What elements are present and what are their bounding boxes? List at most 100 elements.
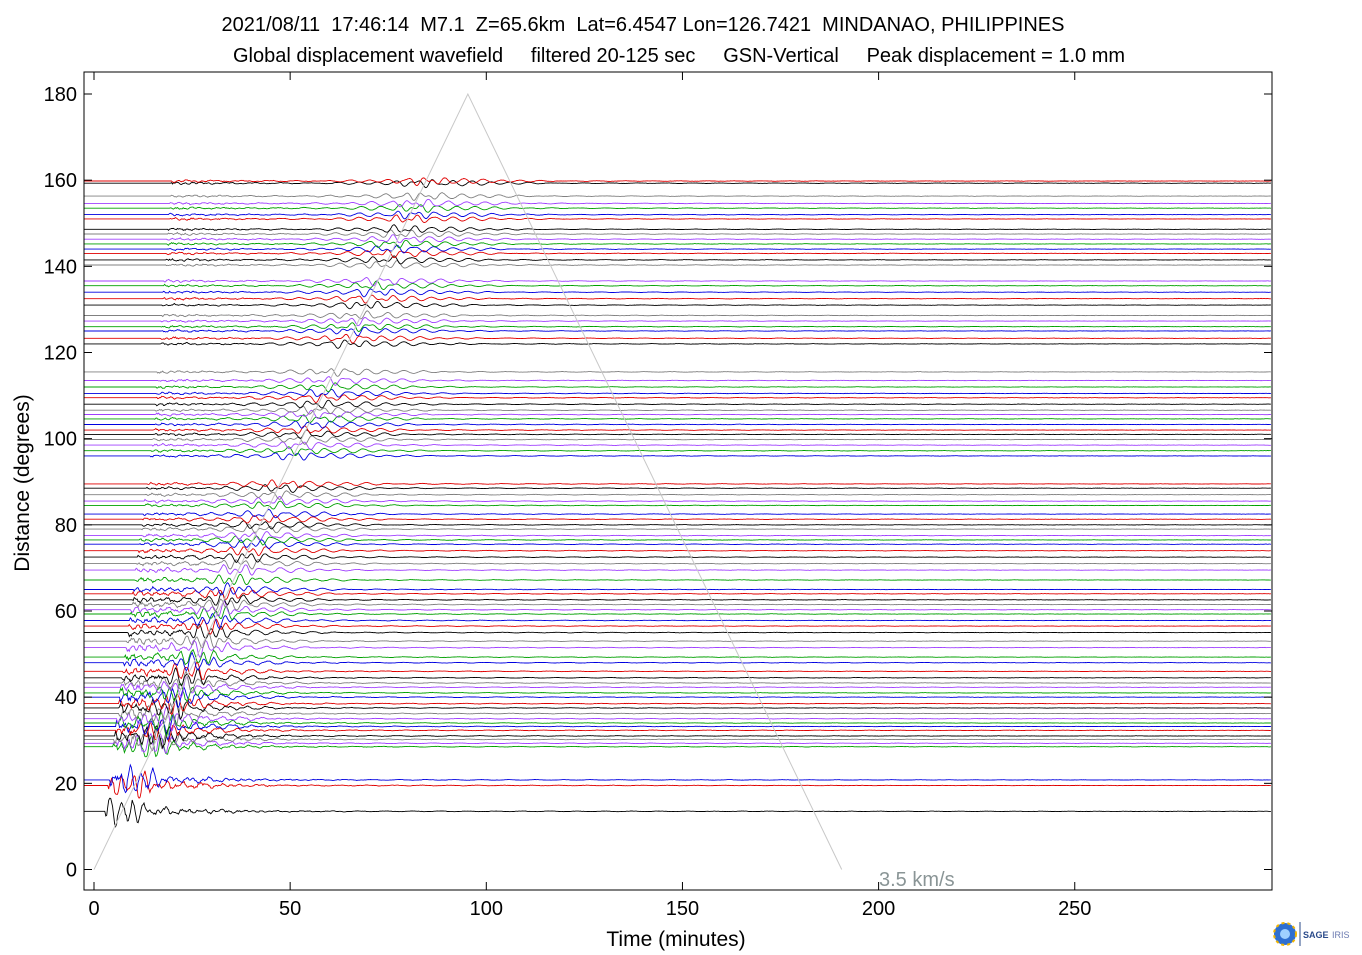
seismic-traces — [84, 177, 1271, 828]
seismic-trace — [84, 582, 1271, 596]
seismic-trace — [84, 735, 1271, 758]
seismic-trace — [84, 192, 1271, 201]
seismic-trace — [84, 632, 1271, 649]
seismic-trace — [84, 605, 1271, 621]
seismic-trace — [84, 696, 1271, 720]
seismic-trace — [84, 711, 1271, 738]
seismic-trace — [84, 676, 1271, 699]
seismic-trace — [84, 310, 1271, 320]
seismic-trace — [84, 586, 1271, 600]
y-tick-label: 20 — [55, 773, 77, 795]
seismic-trace — [84, 612, 1271, 629]
y-axis-label: Distance (degrees) — [11, 394, 34, 571]
seismic-trace — [84, 389, 1271, 398]
seismic-trace — [84, 382, 1271, 393]
y-tick-label: 40 — [55, 687, 77, 709]
seismic-trace — [84, 339, 1271, 349]
seismic-trace — [84, 535, 1271, 546]
seismic-trace — [84, 496, 1271, 506]
seismic-trace — [84, 524, 1271, 534]
y-axis-ticks: 0 20 40 60 80 100 120 140 160 180 — [44, 84, 1272, 882]
y-tick-label: 0 — [66, 860, 77, 882]
seismic-trace — [84, 531, 1271, 541]
seismic-trace — [84, 490, 1271, 500]
seismic-trace — [84, 326, 1271, 337]
plot-frame — [83, 71, 1273, 891]
x-tick-label: 250 — [1058, 898, 1091, 920]
x-axis-label: Time (minutes) — [606, 928, 745, 951]
seismic-trace — [84, 214, 1271, 223]
seismic-trace — [84, 639, 1271, 658]
seismic-trace — [84, 399, 1271, 409]
seismic-trace — [84, 693, 1271, 716]
x-tick-label: 200 — [862, 898, 895, 920]
seismic-trace — [84, 592, 1271, 606]
seismic-trace — [84, 446, 1271, 457]
seismic-trace — [84, 648, 1271, 666]
seismic-trace — [84, 224, 1271, 233]
seismic-trace — [84, 376, 1271, 386]
seismic-trace — [84, 300, 1271, 310]
seismic-trace — [84, 508, 1271, 519]
y-tick-label: 80 — [55, 515, 77, 537]
seismic-trace — [84, 294, 1271, 304]
y-tick-label: 60 — [55, 601, 77, 623]
seismic-trace — [84, 598, 1271, 612]
seismic-trace — [84, 229, 1271, 238]
seismic-trace — [84, 719, 1271, 743]
seismic-trace — [84, 705, 1271, 732]
seismic-trace — [84, 479, 1271, 489]
seismic-trace — [84, 553, 1271, 564]
seismic-trace — [84, 260, 1271, 269]
seismic-trace — [84, 701, 1271, 727]
seismic-trace — [84, 249, 1271, 259]
seismic-trace — [84, 763, 1271, 794]
seismic-trace — [84, 234, 1271, 244]
seismic-trace — [84, 255, 1271, 265]
seismic-trace — [84, 725, 1271, 750]
velocity-label: 3.5 km/s — [879, 869, 955, 891]
seismic-trace — [84, 539, 1271, 549]
seismic-trace — [84, 770, 1271, 799]
seismic-trace — [84, 618, 1271, 635]
seismic-trace — [84, 713, 1271, 741]
seismic-trace — [84, 244, 1271, 254]
y-tick-label: 180 — [44, 84, 77, 106]
seismic-trace — [84, 435, 1271, 445]
seismic-trace — [84, 441, 1271, 451]
sage-iris-logo: SAGE IRIS — [1273, 922, 1350, 946]
y-tick-label: 160 — [44, 170, 77, 192]
seismic-trace — [84, 333, 1271, 344]
logo-text-sage: SAGE — [1303, 930, 1329, 940]
seismic-trace — [84, 661, 1271, 680]
seismic-trace — [84, 317, 1271, 327]
seismic-trace — [84, 546, 1271, 557]
y-tick-label: 120 — [44, 343, 77, 365]
seismic-trace — [84, 277, 1271, 287]
seismic-trace — [84, 414, 1271, 424]
seismic-trace — [84, 623, 1271, 639]
seismic-trace — [84, 670, 1271, 693]
seismic-trace — [84, 797, 1271, 828]
chart-title-line-2: Global displacement wavefield filtered 2… — [232, 45, 1126, 67]
seismic-trace — [84, 210, 1271, 220]
seismic-trace — [84, 368, 1271, 377]
x-axis-ticks: 0 50 100 150 200 250 — [88, 72, 1091, 920]
seismic-trace — [84, 280, 1271, 290]
seismic-trace — [84, 559, 1271, 570]
seismic-trace — [84, 179, 1271, 189]
seismic-trace — [84, 198, 1271, 208]
seismic-trace — [84, 239, 1271, 249]
logo-text-iris: IRIS — [1332, 930, 1350, 940]
seismic-trace — [84, 683, 1271, 703]
seismic-trace — [84, 420, 1271, 429]
x-tick-label: 50 — [279, 898, 301, 920]
y-tick-label: 100 — [44, 429, 77, 451]
surface-wave-reference-line — [93, 92, 843, 870]
seismic-trace — [84, 573, 1271, 586]
y-tick-label: 140 — [44, 256, 77, 278]
seismic-trace — [84, 500, 1271, 510]
seismic-trace — [84, 425, 1271, 434]
seismic-trace — [84, 393, 1271, 403]
